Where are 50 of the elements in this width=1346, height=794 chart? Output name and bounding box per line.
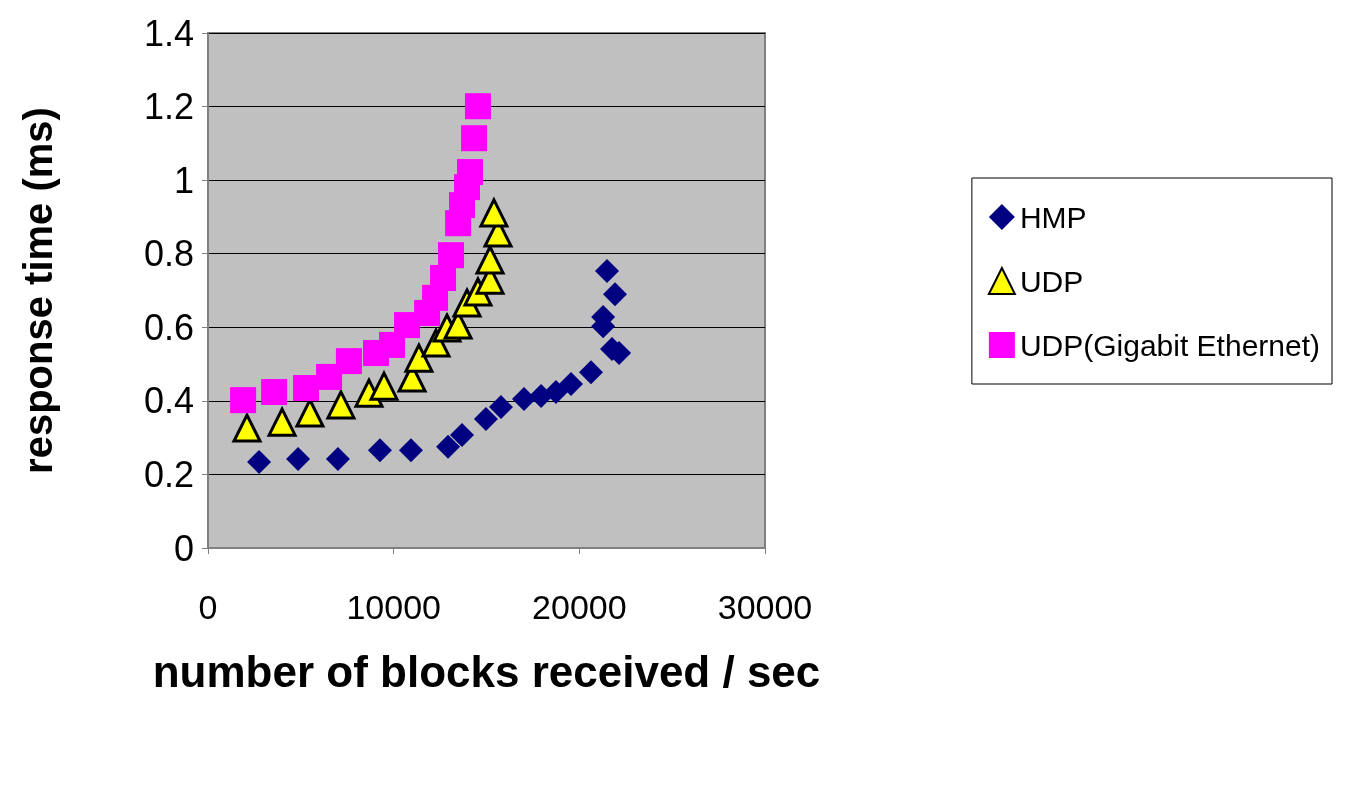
- y-tick-label: 0.8: [143, 233, 194, 275]
- point: [316, 363, 343, 390]
- point: [488, 395, 513, 420]
- y-tick-label: 0: [173, 527, 194, 569]
- y-tick-label: 0.2: [143, 453, 194, 495]
- point: [266, 405, 298, 437]
- point: [461, 125, 488, 152]
- point: [335, 348, 362, 375]
- point: [430, 264, 457, 291]
- y-tick-label: 0.4: [143, 380, 194, 422]
- legend-label: UDP: [1019, 264, 1084, 298]
- point: [579, 360, 604, 385]
- y-tick-label: 1.2: [143, 86, 194, 128]
- x-tick-label: 30000: [717, 588, 813, 626]
- x-tick-label: 20000: [532, 588, 627, 626]
- point: [595, 259, 619, 283]
- point: [247, 449, 272, 474]
- point: [261, 379, 288, 406]
- point: [230, 387, 257, 414]
- point: [379, 331, 405, 358]
- y-tick-label: 1.4: [143, 12, 194, 54]
- point: [479, 198, 509, 228]
- legend-label: HMP: [1019, 200, 1087, 234]
- point: [232, 413, 262, 443]
- legend-label: UDP(Gigabit Ethernet): [1019, 328, 1321, 362]
- y-tick-label: 1: [173, 159, 194, 201]
- point: [398, 438, 423, 463]
- x-tick-label: 0: [198, 588, 218, 626]
- point: [438, 242, 465, 269]
- point: [475, 245, 505, 275]
- point: [403, 341, 435, 373]
- point: [369, 371, 399, 401]
- point: [286, 446, 311, 471]
- point: [558, 371, 583, 396]
- y-axis-title: response time (ms): [16, 107, 60, 474]
- point: [436, 434, 461, 459]
- point: [449, 423, 474, 448]
- point: [456, 159, 483, 186]
- point: [326, 390, 356, 420]
- point: [473, 406, 498, 431]
- point: [512, 387, 536, 412]
- point: [602, 282, 627, 307]
- point: [464, 93, 491, 120]
- point: [543, 380, 568, 405]
- point: [367, 438, 392, 463]
- x-axis-title: number of blocks received / sec: [152, 646, 821, 696]
- y-tick-label: 0.6: [143, 306, 194, 348]
- x-tick-label: 10000: [346, 588, 441, 626]
- point: [325, 446, 350, 471]
- point: [293, 374, 320, 401]
